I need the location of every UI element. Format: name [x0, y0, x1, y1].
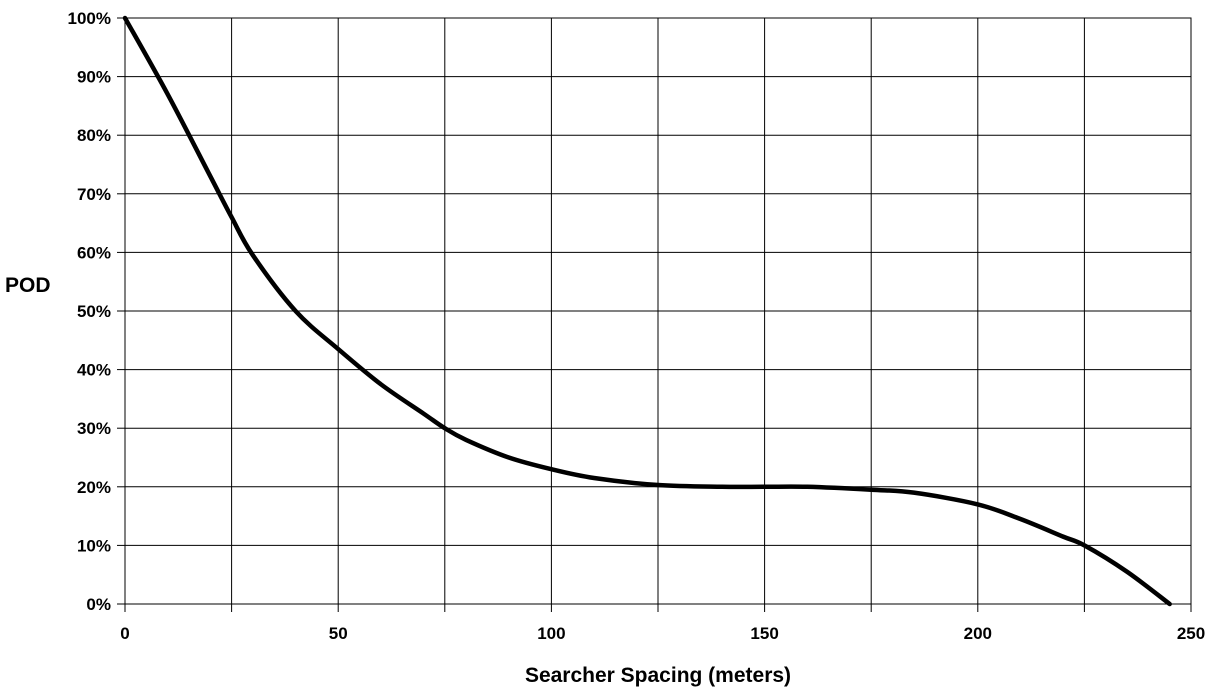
x-tick-label: 100 [537, 624, 565, 643]
y-tick-label: 90% [77, 68, 111, 87]
series-lines [122, 15, 1172, 607]
y-tick-label: 40% [77, 361, 111, 380]
x-tick-label: 0 [120, 624, 129, 643]
y-tick-label: 10% [77, 536, 111, 555]
y-tick-label: 0% [86, 595, 111, 614]
y-tick-label: 50% [77, 302, 111, 321]
pod-series-line [122, 15, 1172, 607]
x-tick-label: 250 [1177, 624, 1205, 643]
y-tick-label: 70% [77, 185, 111, 204]
y-tick-label: 100% [68, 9, 111, 28]
y-tick-label: 30% [77, 419, 111, 438]
x-tick-label: 150 [750, 624, 778, 643]
x-tick-label: 50 [329, 624, 348, 643]
x-axis-title: Searcher Spacing (meters) [525, 664, 791, 687]
y-tick-label: 20% [77, 478, 111, 497]
axis-ticks [117, 17, 1192, 612]
y-tick-label: 60% [77, 243, 111, 262]
y-axis-tick-labels: 0% 10% 20% 30% 40% 50% 60% 70% 80% 90% 100% [68, 9, 111, 614]
x-axis-tick-labels: 0 50 100 150 200 250 [120, 624, 1205, 643]
x-tick-label: 200 [964, 624, 992, 643]
y-tick-label: 80% [77, 126, 111, 145]
y-axis-title: POD [5, 274, 51, 297]
